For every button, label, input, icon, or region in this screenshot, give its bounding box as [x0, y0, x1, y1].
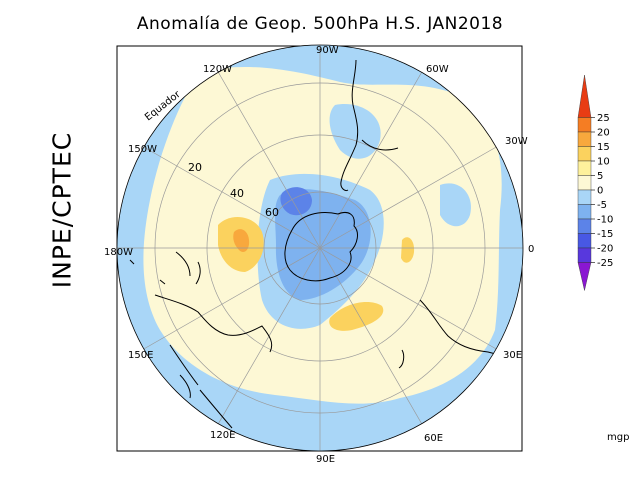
colorbar-tick-label: 0: [597, 186, 603, 197]
australia-coast: [154, 294, 273, 353]
colorbar-segment: [577, 160, 592, 176]
colorbar-unit: mgp: [607, 432, 629, 443]
lat-label-40: 40: [230, 187, 244, 200]
strong-positive-anomaly: [233, 229, 250, 252]
colorbar-segment: [577, 175, 592, 191]
colorbar-segment: [577, 74, 592, 118]
colorbar-tick-label: 15: [597, 142, 610, 153]
lon-label-90e: 90E: [316, 454, 335, 465]
colorbar-segment: [577, 262, 592, 291]
positive-anomaly: [401, 237, 415, 263]
colorbar-segment: [577, 131, 592, 147]
lon-label-180w: 180W: [104, 247, 133, 258]
colorbar-tick-label: -5: [597, 200, 607, 211]
colorbar-segment: [577, 218, 592, 234]
colorbar-segment: [577, 146, 592, 162]
lon-label-120w: 120W: [203, 64, 232, 75]
lon-label-0: 0: [528, 244, 534, 255]
indonesia-coast: [169, 344, 233, 429]
lat-label-20: 20: [188, 161, 202, 174]
positive-anomaly: [329, 302, 384, 331]
colorbar-segment: [577, 204, 592, 220]
colorbar-segment: [577, 233, 592, 249]
longitude-labels: 0 30W 60W 90W 120W 150W 180W 150E 120E 9…: [104, 45, 534, 465]
lon-label-30e: 30E: [503, 350, 522, 361]
new-zealand-coast: [175, 251, 201, 285]
map-boundary: [116, 44, 524, 452]
colorbar-segment: [577, 117, 592, 133]
colorbar-tick-label: 25: [597, 113, 610, 124]
south-america-coast: [340, 59, 399, 191]
negative-anomaly-core: [275, 189, 371, 300]
lon-label-150e: 150E: [128, 350, 153, 361]
colorbar-tick-label: -15: [597, 229, 613, 240]
negative-anomaly-pocket: [440, 183, 471, 227]
colorbar-tick-label: -10: [597, 215, 613, 226]
lon-label-90w: 90W: [316, 45, 339, 56]
colorbar-tick-label: 10: [597, 157, 610, 168]
lon-label-30w: 30W: [505, 136, 528, 147]
lon-label-120e: 120E: [210, 430, 235, 441]
lon-label-60e: 60E: [424, 433, 443, 444]
lon-label-60w: 60W: [426, 64, 449, 75]
colorbar-tick-label: -20: [597, 244, 613, 255]
lat-label-60: 60: [265, 206, 279, 219]
colorbar-tick-label: 20: [597, 128, 610, 139]
colorbar-segment: [577, 189, 592, 205]
colorbar-tick-label: -25: [597, 258, 613, 269]
pacific-island-coast: [129, 259, 166, 285]
map-title: Anomalía de Geop. 500hPa H.S. JAN2018: [136, 14, 504, 34]
colorbar-tick-label: 5: [597, 171, 603, 182]
madagascar-coast: [398, 349, 405, 369]
antarctica-coast: [284, 212, 358, 282]
lon-label-150w: 150W: [128, 144, 157, 155]
colorbar-segment: [577, 247, 592, 263]
latitude-labels: 20 40 60: [188, 161, 279, 219]
colorbar: 25 20 15 10 5 0 -5 -10 -15 -20 -25 mgp: [577, 74, 629, 443]
